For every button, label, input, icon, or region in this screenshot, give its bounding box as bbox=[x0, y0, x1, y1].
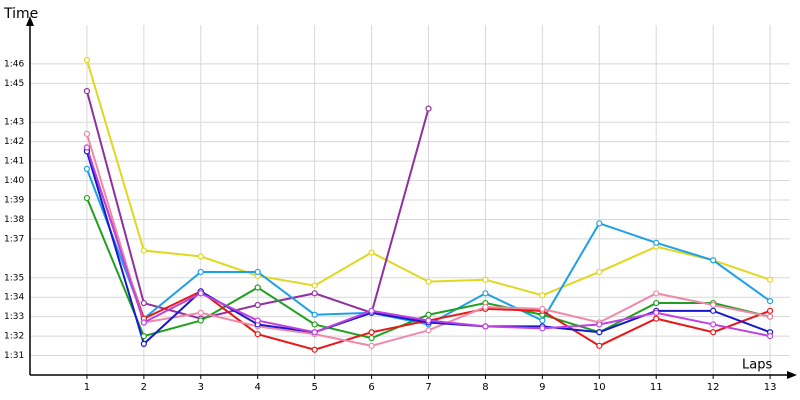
y-tick-label: 1:32 bbox=[4, 332, 24, 342]
x-tick-label: 9 bbox=[539, 382, 545, 393]
y-tick-label: 1:39 bbox=[4, 196, 24, 206]
x-tick-label: 1 bbox=[84, 382, 90, 393]
data-point bbox=[596, 321, 603, 328]
data-point bbox=[197, 290, 204, 297]
data-point bbox=[311, 329, 318, 336]
data-point bbox=[539, 317, 546, 324]
data-point bbox=[710, 307, 717, 314]
y-tick-label: 1:41 bbox=[4, 157, 24, 167]
data-point bbox=[425, 311, 432, 318]
data-point bbox=[425, 278, 432, 285]
y-tick-label: 1:42 bbox=[4, 137, 24, 147]
data-point bbox=[539, 305, 546, 312]
y-tick-label: 1:33 bbox=[4, 312, 24, 322]
data-point bbox=[254, 301, 261, 309]
y-tick-label: 1:46 bbox=[4, 59, 24, 69]
data-point bbox=[539, 292, 546, 299]
data-point bbox=[140, 333, 147, 340]
y-tick-label: 1:45 bbox=[4, 79, 24, 89]
data-point bbox=[425, 327, 432, 334]
y-tick-label: 1:43 bbox=[4, 118, 24, 128]
data-point bbox=[653, 299, 660, 307]
data-point bbox=[653, 239, 660, 246]
data-point bbox=[140, 319, 147, 326]
data-point bbox=[482, 290, 489, 297]
data-point bbox=[710, 257, 717, 264]
data-point bbox=[710, 321, 717, 328]
x-tick-label: 13 bbox=[764, 382, 777, 393]
x-tick-label: 4 bbox=[255, 382, 261, 393]
data-point bbox=[596, 268, 603, 276]
data-point bbox=[140, 340, 147, 347]
data-point bbox=[368, 329, 375, 336]
x-tick-label: 12 bbox=[707, 382, 720, 393]
data-point bbox=[140, 247, 147, 254]
x-tick-label: 3 bbox=[198, 382, 204, 393]
data-point bbox=[197, 253, 204, 260]
data-point bbox=[311, 290, 318, 297]
x-arrow bbox=[787, 371, 797, 379]
data-point bbox=[596, 329, 603, 336]
data-point bbox=[368, 342, 375, 349]
y-tick-label: 1:31 bbox=[4, 351, 24, 361]
data-point bbox=[83, 130, 91, 137]
data-point bbox=[368, 249, 375, 256]
x-tick-label: 2 bbox=[141, 382, 147, 393]
x-tick-label: 10 bbox=[593, 382, 606, 393]
data-point bbox=[653, 290, 660, 297]
data-point bbox=[197, 309, 204, 316]
data-point bbox=[254, 331, 261, 338]
y-tick-label: 1:37 bbox=[4, 234, 24, 244]
data-point bbox=[710, 329, 717, 336]
data-point bbox=[197, 317, 204, 324]
data-point bbox=[766, 333, 774, 340]
data-point bbox=[482, 323, 489, 330]
y-tick-label: 1:35 bbox=[4, 273, 24, 283]
data-point bbox=[482, 276, 489, 283]
data-point bbox=[596, 220, 603, 227]
data-point bbox=[653, 315, 660, 322]
x-axis-title: Laps bbox=[742, 358, 772, 373]
data-point bbox=[766, 298, 774, 305]
data-point bbox=[311, 321, 318, 328]
x-tick-label: 8 bbox=[482, 382, 488, 393]
data-point bbox=[311, 282, 318, 289]
data-point bbox=[425, 105, 432, 112]
data-point bbox=[140, 299, 147, 307]
data-point bbox=[766, 313, 774, 320]
y-tick-label: 1:38 bbox=[4, 215, 24, 225]
y-axis-title: Time bbox=[3, 6, 38, 22]
data-point bbox=[710, 301, 717, 309]
data-point bbox=[254, 317, 261, 324]
data-point bbox=[311, 311, 318, 318]
data-point bbox=[482, 303, 489, 311]
data-point bbox=[425, 317, 432, 324]
data-point bbox=[653, 309, 660, 316]
data-point bbox=[311, 346, 318, 353]
data-point bbox=[368, 307, 375, 314]
data-point bbox=[766, 307, 774, 314]
y-arrow bbox=[26, 16, 34, 26]
x-tick-label: 7 bbox=[425, 382, 431, 393]
data-point bbox=[83, 144, 91, 151]
data-point bbox=[83, 56, 91, 64]
x-tick-label: 5 bbox=[311, 382, 317, 393]
data-point bbox=[197, 268, 204, 276]
x-tick-label: 6 bbox=[368, 382, 374, 393]
y-tick-label: 1:40 bbox=[4, 176, 24, 186]
x-tick-label: 11 bbox=[650, 382, 663, 393]
data-point bbox=[596, 342, 603, 349]
data-point bbox=[254, 268, 261, 276]
data-point bbox=[539, 325, 546, 332]
data-point bbox=[368, 334, 375, 342]
data-point bbox=[83, 88, 91, 95]
y-tick-label: 1:34 bbox=[4, 293, 24, 303]
data-point bbox=[83, 165, 91, 172]
data-point bbox=[766, 276, 774, 283]
data-point bbox=[83, 194, 91, 202]
data-point bbox=[254, 284, 261, 291]
